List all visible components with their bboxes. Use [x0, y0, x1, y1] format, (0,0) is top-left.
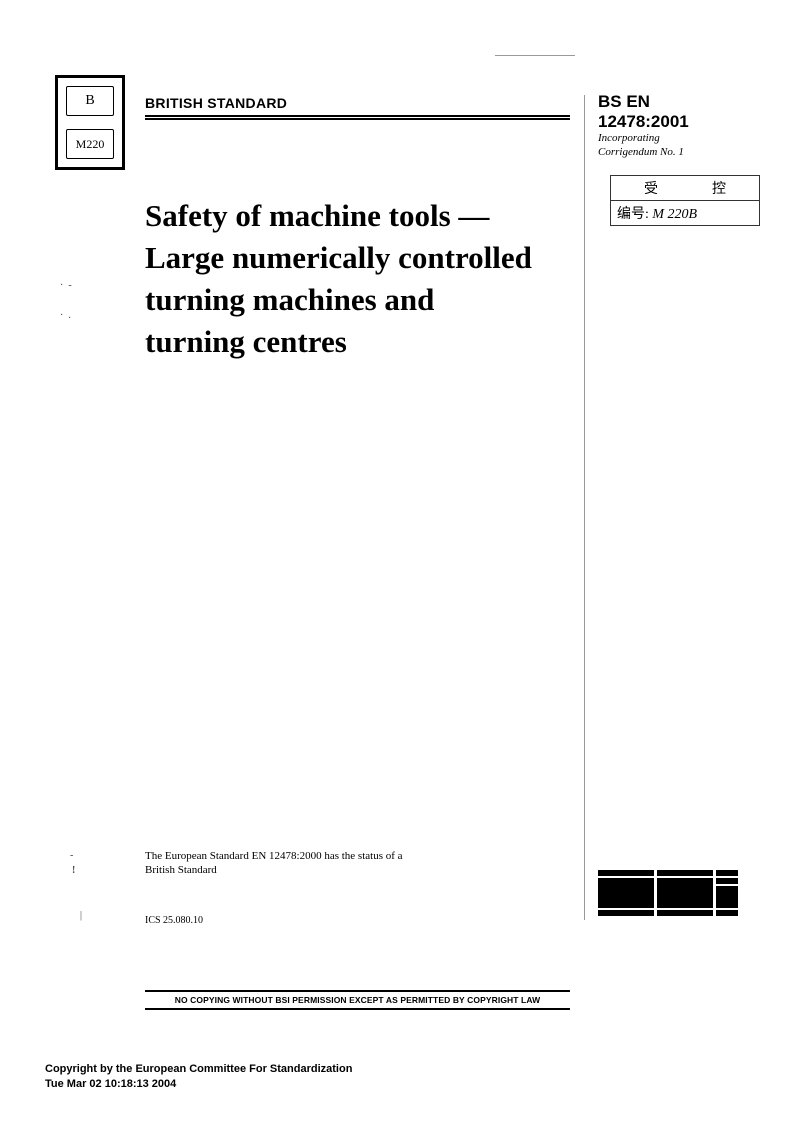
- incorporating-line2: Corrigendum No. 1: [598, 146, 748, 159]
- footer-copyright: Copyright by the European Committee For …: [45, 1062, 352, 1076]
- scan-artifact-dot: · -: [60, 280, 72, 291]
- control-stamp-left: 受: [644, 178, 658, 198]
- standard-number-line2: 12478:2001: [598, 112, 748, 132]
- top-horizontal-line: [495, 55, 575, 56]
- library-stamp: B M220: [55, 75, 125, 170]
- right-sidebar: BS EN 12478:2001 Incorporating Corrigend…: [598, 92, 748, 158]
- document-title: Safety of machine tools — Large numerica…: [145, 195, 535, 362]
- stamp-bottom-label: M220: [66, 129, 114, 159]
- main-content-area: BRITISH STANDARD Safety of machine tools…: [145, 95, 570, 362]
- incorporating-line1: Incorporating: [598, 132, 748, 145]
- copyright-bar: NO COPYING WITHOUT BSI PERMISSION EXCEPT…: [145, 990, 570, 1010]
- control-stamp-row1: 受 控: [611, 176, 759, 201]
- scan-artifact-dot: · .: [60, 310, 71, 321]
- control-stamp-label: 编号:: [617, 207, 649, 222]
- ics-code: ICS 25.080.10: [145, 915, 203, 926]
- control-stamp-value: M 220B: [652, 207, 697, 222]
- scan-artifact-dot: !: [72, 865, 75, 876]
- footer-timestamp: Tue Mar 02 10:18:13 2004: [45, 1077, 352, 1091]
- status-text: The European Standard EN 12478:2000 has …: [145, 850, 425, 878]
- footer: Copyright by the European Committee For …: [45, 1062, 352, 1091]
- header-rule: [145, 115, 570, 120]
- standard-header-label: BRITISH STANDARD: [145, 95, 570, 111]
- stamp-top-label: B: [66, 86, 114, 116]
- standard-number-line1: BS EN: [598, 92, 748, 112]
- control-stamp: 受 控 编号: M 220B: [610, 175, 760, 226]
- scan-artifact-dot: -: [70, 850, 73, 861]
- vertical-divider: [584, 95, 585, 920]
- scan-artifact-dot: |: [80, 910, 82, 921]
- control-stamp-right: 控: [712, 178, 726, 198]
- control-stamp-row2: 编号: M 220B: [611, 201, 759, 225]
- bsi-logo: [598, 870, 738, 916]
